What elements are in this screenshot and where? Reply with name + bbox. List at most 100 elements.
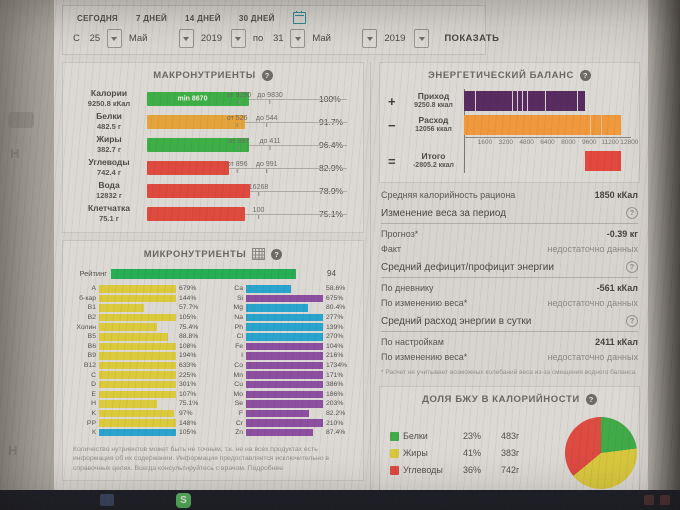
- legend-grams: 483г: [501, 431, 520, 441]
- to-day-select[interactable]: 31: [270, 29, 306, 48]
- micronutrient-value: 194%: [179, 352, 197, 360]
- micronutrient-value: 633%: [179, 362, 197, 370]
- range-marker: от 397: [229, 138, 250, 150]
- tab-today[interactable]: СЕГОДНЯ: [77, 13, 118, 23]
- macro-row-calories: Калории 9250.8 кКал min 8670 от 9250 до 98…: [71, 87, 355, 110]
- micronutrient-value: 144%: [179, 294, 197, 302]
- to-year-select[interactable]: 2019: [384, 29, 430, 48]
- chevron-down-icon[interactable]: [106, 29, 122, 48]
- range-marker: до 411: [259, 138, 280, 150]
- help-icon[interactable]: ?: [585, 394, 597, 405]
- micronutrient-label: H: [91, 400, 96, 408]
- legend-name: Жиры: [403, 448, 428, 458]
- micronutrient-label: B12: [83, 362, 96, 370]
- minus-icon: −: [388, 117, 396, 133]
- table-view-icon[interactable]: [252, 248, 266, 260]
- micronutrient-bar: [246, 352, 323, 360]
- micronutrient-value: 216%: [326, 352, 344, 360]
- skype-icon[interactable]: S: [176, 492, 191, 508]
- micronutrient-bar: [246, 390, 323, 399]
- micronutrient-label: A: [91, 285, 96, 293]
- bju-title: ДОЛЯ БЖУ В КАЛОРИЙНОСТИ ?: [388, 392, 631, 411]
- macro-bar-track: 100: [147, 206, 347, 221]
- chevron-down-icon[interactable]: [362, 29, 378, 48]
- micronutrient-bar: [99, 333, 168, 341]
- chevron-down-icon[interactable]: [414, 29, 430, 48]
- micronutrient-label: B5: [87, 333, 96, 341]
- micronutrient-row: Холин 75.4%: [71, 322, 208, 332]
- from-day-select[interactable]: 25: [87, 29, 122, 48]
- micronutrient-label: C: [91, 371, 96, 379]
- to-month-select[interactable]: Май: [312, 29, 378, 48]
- micronutrient-label: К: [92, 429, 96, 437]
- micronutrient-bar: [246, 409, 310, 418]
- help-icon[interactable]: ?: [271, 248, 283, 260]
- chevron-down-icon[interactable]: [230, 29, 246, 48]
- macro-bar: [147, 160, 229, 175]
- vitamins-column: A 679% б-кар 144% B1 57.7% B2 105% Холин 75.4% B5 8…: [71, 284, 208, 438]
- tab-30-days[interactable]: 30 ДНЕЙ: [238, 13, 275, 23]
- from-year-select[interactable]: 2019: [201, 29, 246, 48]
- help-icon[interactable]: ?: [626, 207, 638, 219]
- micronutrient-row: Cr 210%: [218, 418, 355, 428]
- micronutrient-label: K: [91, 410, 96, 418]
- macro-amount: 12832 г: [95, 190, 123, 200]
- range-marker: от 526: [227, 115, 248, 127]
- micronutrient-row: К 105%: [71, 428, 208, 438]
- from-month-select[interactable]: Май: [129, 29, 194, 48]
- micronutrient-row: B2 105%: [71, 313, 208, 323]
- micronutrient-value: 105%: [179, 314, 197, 322]
- from-label: С: [73, 33, 80, 44]
- rating-label: Рейтинг: [79, 269, 107, 278]
- micronutrient-label: PP: [86, 419, 96, 427]
- chevron-down-icon[interactable]: [290, 29, 306, 48]
- macro-bar-track: от 526 до 544: [147, 114, 347, 129]
- chevron-down-icon[interactable]: [178, 29, 194, 48]
- range-marker: до 991: [256, 161, 278, 173]
- taskbar-tray-icon[interactable]: [644, 495, 654, 505]
- micronutrient-label: Mg: [233, 304, 243, 312]
- micronutrient-label: Se: [234, 400, 243, 408]
- legend-percent: 23%: [463, 431, 482, 441]
- tab-14-days[interactable]: 14 ДНЕЙ: [185, 13, 221, 23]
- legend-color-swatch: [390, 465, 399, 475]
- calendar-icon[interactable]: [292, 11, 306, 24]
- show-button[interactable]: ПОКАЗАТЬ: [444, 33, 500, 44]
- micronutrient-value: 203%: [326, 400, 344, 408]
- legend-name: Белки: [403, 431, 428, 441]
- micronutrient-bar: [99, 304, 144, 312]
- micronutrient-row: B12 633%: [71, 361, 208, 371]
- macro-label: Калории: [90, 88, 128, 99]
- micronutrients-title: МИКРОНУТРИЕНТЫ ?: [71, 246, 355, 266]
- avg-calories-row: Средняя калорийность рациона 1850 кКал: [381, 189, 638, 200]
- desktop-icon[interactable]: [8, 112, 34, 128]
- macronutrients-panel: МАКРОНУТРИЕНТЫ ? Калории 9250.8 кКал min …: [62, 62, 364, 233]
- micronutrient-value: 171%: [326, 371, 344, 379]
- income-amount: 9250.8 ккал: [414, 101, 453, 109]
- energy-row-total: = Итого -2805.2 ккал: [388, 149, 631, 173]
- taskbar-app-icon[interactable]: [100, 494, 114, 506]
- micronutrient-bar: [99, 380, 176, 389]
- micronutrient-row: Cu 386%: [218, 380, 355, 390]
- micronutrient-value: 301%: [179, 381, 197, 389]
- help-icon[interactable]: ?: [579, 70, 591, 81]
- desktop-left-strip: Н Н: [0, 0, 54, 490]
- micronutrient-row: б-кар 144%: [71, 294, 208, 304]
- macro-row-fat: Жиры 382.7 г от 397 до 411 96.4%: [71, 133, 355, 156]
- micronutrients-disclaimer: Количество нутриентов может быть не точн…: [73, 445, 329, 472]
- micronutrient-value: 386%: [326, 381, 344, 389]
- micronutrient-value: 675%: [326, 294, 344, 302]
- macro-bar-track: 16268: [147, 183, 347, 198]
- help-icon[interactable]: ?: [626, 315, 638, 327]
- macro-bar: [147, 114, 246, 129]
- equals-icon: =: [388, 153, 396, 169]
- help-icon[interactable]: ?: [626, 261, 638, 273]
- micronutrient-row: I 216%: [218, 351, 355, 361]
- taskbar-tray-icon[interactable]: [660, 495, 670, 505]
- micronutrient-row: F 82.2%: [218, 409, 355, 419]
- micronutrient-row: Mn 171%: [218, 370, 355, 380]
- period-tabs: СЕГОДНЯ 7 ДНЕЙ 14 ДНЕЙ 30 ДНЕЙ: [73, 10, 475, 29]
- tab-7-days[interactable]: 7 ДНЕЙ: [136, 13, 168, 23]
- help-icon[interactable]: ?: [261, 70, 273, 81]
- micronutrient-value: 139%: [326, 323, 344, 331]
